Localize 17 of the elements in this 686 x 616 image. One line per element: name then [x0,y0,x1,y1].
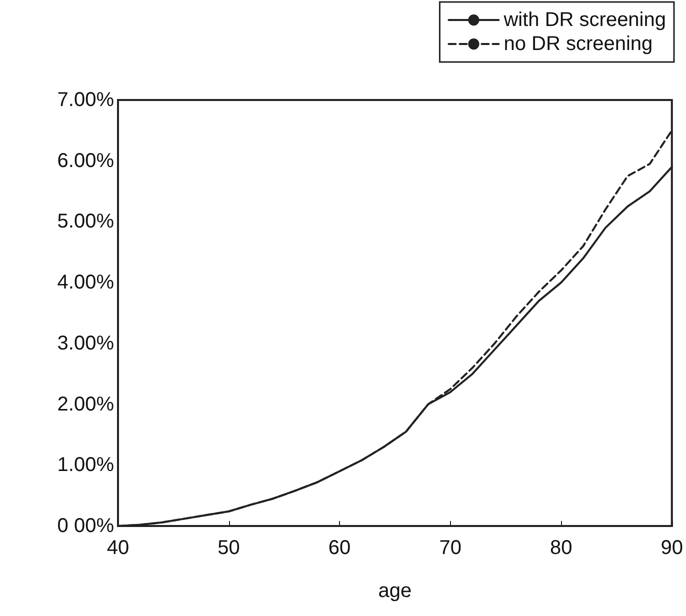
x-tick-label: 80 [550,537,572,559]
x-tick-label: 60 [328,537,351,559]
y-tick-label: 2.00% [57,393,114,416]
y-tick-label: 1.00% [57,454,114,476]
x-axis-title: age [378,580,412,602]
y-tick-label: 0 00% [57,515,114,537]
x-tick-label: 90 [660,537,683,559]
y-tick-label: 7.00% [57,89,114,111]
x-tick-label: 50 [218,537,240,559]
y-tick-label: 4.00% [57,272,114,294]
y-tick-label: 5.00% [57,210,114,233]
x-tick-label: 40 [106,537,130,559]
y-tick-label: 3.00% [57,332,114,354]
legend-label: no DR screening [504,33,653,55]
x-tick-label: 70 [439,537,462,559]
y-tick-label: 6.00% [57,150,114,172]
legend-label: with DR screening [502,9,666,31]
